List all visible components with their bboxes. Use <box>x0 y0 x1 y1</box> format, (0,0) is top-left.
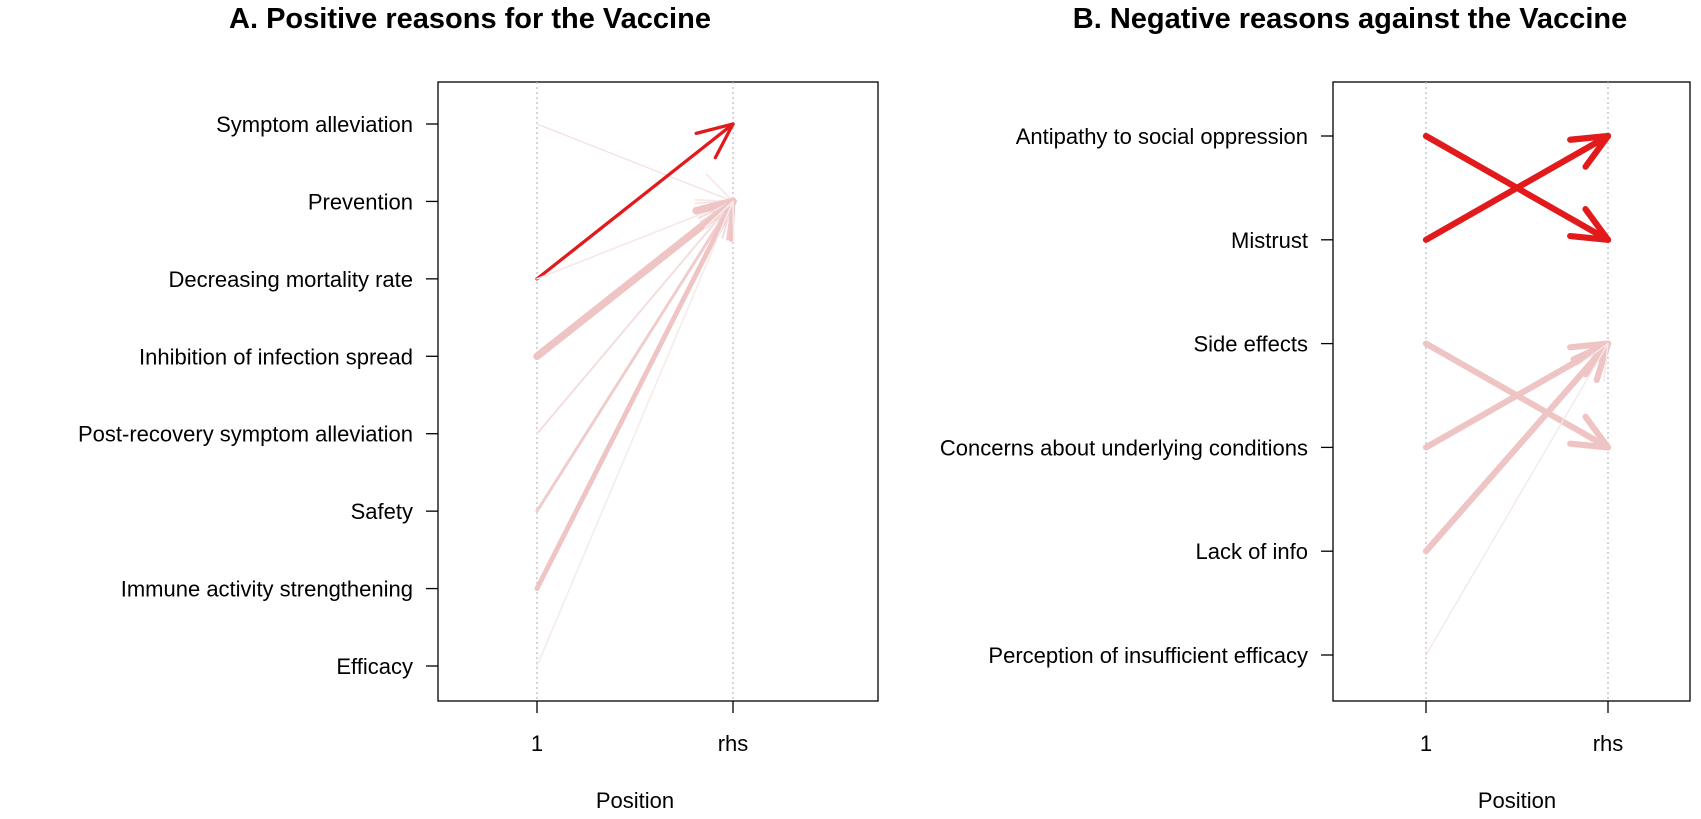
chart-a-arrow <box>534 198 736 592</box>
chart-a-arrow-shaft <box>536 123 734 203</box>
chart-b-arrow-head <box>1570 340 1612 363</box>
chart-b-arrow <box>1422 340 1612 555</box>
chart-a-category-label: Immune activity strengthening <box>121 577 413 602</box>
chart-a-arrow-shaft <box>535 122 735 281</box>
chart-b-category-label: Lack of info <box>1195 539 1308 564</box>
chart-a-arrow-head <box>692 197 737 215</box>
chart-a-category-label: Symptom alleviation <box>216 112 413 137</box>
chart-a-arrow-shaft <box>536 200 734 667</box>
chart-a-arrow-head <box>705 173 734 203</box>
chart-a-category-label: Inhibition of infection spread <box>139 344 413 369</box>
chart-a-xlabel: Position <box>596 788 674 813</box>
chart-a-arrow-shaft <box>533 197 737 361</box>
chart-a-panel: Symptom alleviation Prevention Decreasing … <box>78 81 879 813</box>
chart-b-category-label: Side effects <box>1193 332 1308 357</box>
chart-b-xtick-label: rhs <box>1593 731 1624 756</box>
chart-b-category-label: Concerns about underlying conditions <box>940 435 1308 460</box>
chart-b-arrow-shaft <box>1425 342 1609 656</box>
chart-a-xtick-label: rhs <box>718 731 749 756</box>
chart-a-arrow-shaft <box>536 200 734 280</box>
chart-b-arrow-head <box>1582 413 1612 451</box>
chart-b-arrow-head <box>1593 340 1612 384</box>
chart-b-arrow-head <box>1567 440 1612 451</box>
chart-a-arrow <box>536 200 735 667</box>
chart-a-arrow-shaft <box>536 200 734 435</box>
chart-a-arrow-head <box>732 200 735 241</box>
chart-b-arrow-head <box>1603 342 1609 383</box>
chart-b-title: B. Negative reasons against the Vaccine <box>1073 3 1627 35</box>
chart-a-arrow-shaft <box>534 198 736 592</box>
chart-b-xtick-label: 1 <box>1420 731 1432 756</box>
chart-b-panel: Antipathy to social oppression Mistrust Si… <box>940 81 1691 813</box>
chart-b-category-label: Perception of insufficient efficacy <box>988 643 1308 668</box>
chart-a-category-label: Post-recovery symptom alleviation <box>78 422 413 447</box>
chart-b-arrow-head <box>1582 206 1612 243</box>
chart-a-category-label: Safety <box>351 499 413 524</box>
chart-a-category-label: Prevention <box>308 189 413 214</box>
chart-a-arrow-shaft <box>535 199 735 513</box>
chart-a-title: A. Positive reasons for the Vaccine <box>229 3 711 35</box>
chart-b-arrow-head <box>1576 342 1609 367</box>
chart-b-arrow <box>1422 132 1612 243</box>
chart-b-arrow-shaft <box>1422 132 1612 243</box>
chart-a-arrow <box>536 123 734 204</box>
chart-b-plot-frame <box>1332 81 1691 702</box>
chart-a-arrow-head <box>704 200 734 229</box>
chart-a-xtick-label: 1 <box>531 731 543 756</box>
chart-b-category-label: Antipathy to social oppression <box>1016 124 1308 149</box>
chart-b-arrow-head <box>1567 232 1612 243</box>
chart-b-xlabel: Position <box>1478 788 1556 813</box>
chart-b-arrow-shaft <box>1422 340 1612 555</box>
chart-b-arrow-head <box>1582 132 1612 170</box>
chart-b-arrow-head <box>1567 132 1612 143</box>
chart-a-arrow-head <box>694 122 735 135</box>
chart-a-category-label: Decreasing mortality rate <box>168 267 413 292</box>
chart-a-category-label: Efficacy <box>336 654 413 679</box>
chart-a-arrow <box>535 122 735 281</box>
chart-a-arrow <box>535 199 735 513</box>
chart-b-arrow <box>1425 342 1609 656</box>
chart-a-plot-frame <box>437 81 879 702</box>
chart-a-arrow-head <box>713 122 735 160</box>
chart-b-category-label: Mistrust <box>1231 228 1308 253</box>
